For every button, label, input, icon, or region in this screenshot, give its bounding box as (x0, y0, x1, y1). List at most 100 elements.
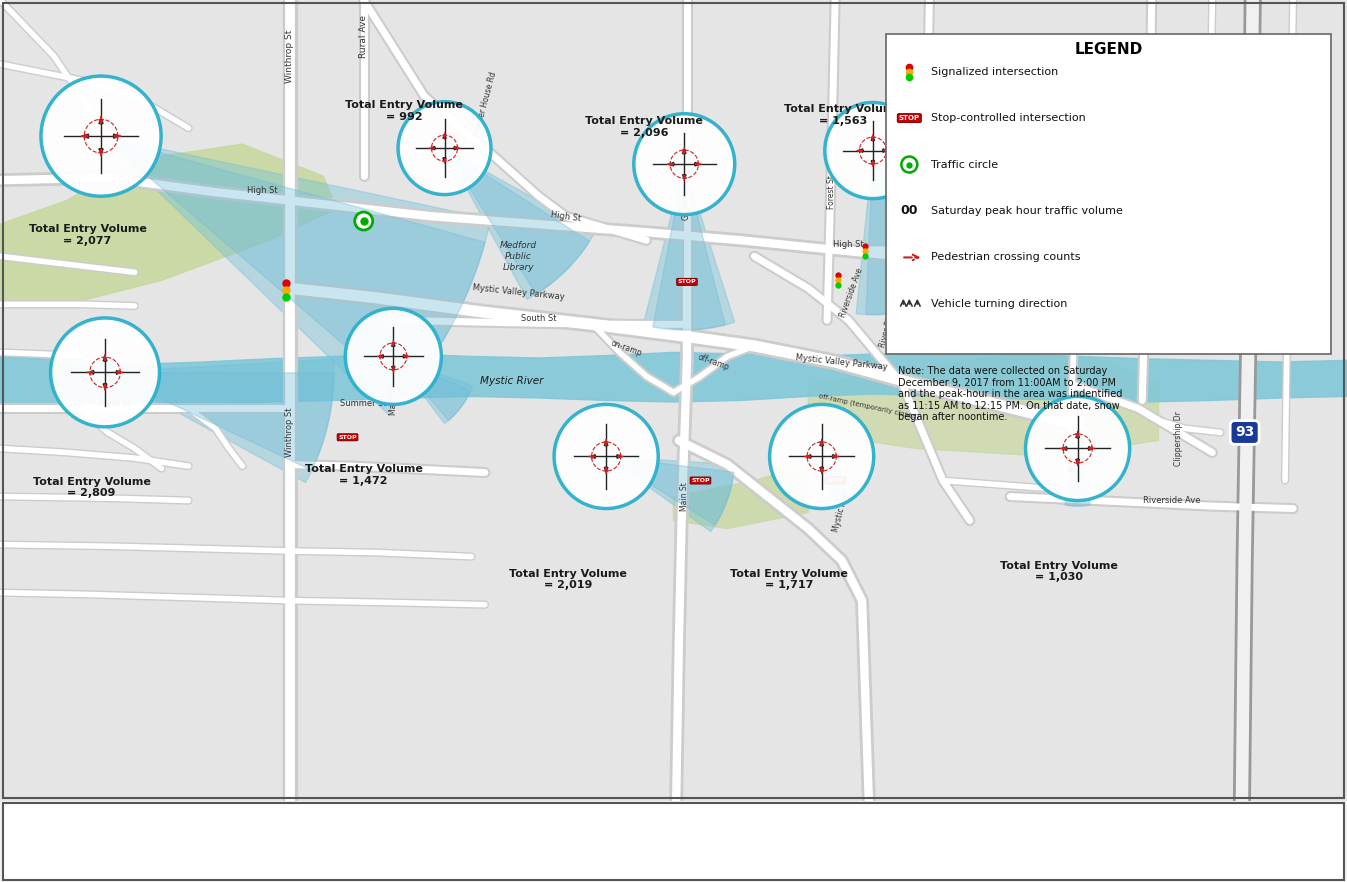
FancyArrow shape (1088, 446, 1095, 451)
Text: Exit 32: Exit 32 (1239, 300, 1266, 309)
Text: N: N (125, 803, 135, 816)
FancyArrow shape (859, 149, 863, 153)
FancyArrow shape (403, 355, 407, 358)
FancyArrow shape (116, 370, 123, 374)
Polygon shape (857, 151, 946, 315)
FancyArrow shape (820, 439, 823, 445)
FancyArrow shape (430, 146, 435, 150)
Polygon shape (606, 457, 734, 532)
Polygon shape (105, 359, 334, 482)
Text: Addressing Safety,: Addressing Safety, (1224, 813, 1329, 823)
Text: Total Entry Volume
= 1,030: Total Entry Volume = 1,030 (999, 561, 1118, 582)
Text: River St: River St (878, 317, 894, 348)
Text: REGION: REGION (18, 840, 78, 854)
Circle shape (40, 76, 162, 196)
Polygon shape (101, 136, 490, 414)
FancyArrow shape (403, 355, 409, 358)
Text: Subregional Priority Roadways: Subregional Priority Roadways (1158, 860, 1329, 870)
Text: STOP: STOP (338, 435, 357, 440)
FancyArrow shape (454, 146, 458, 150)
FancyArrow shape (116, 370, 121, 374)
Circle shape (824, 102, 921, 198)
Polygon shape (606, 457, 734, 525)
Polygon shape (0, 144, 337, 304)
Text: Mystic Ave: Mystic Ave (831, 491, 850, 534)
FancyArrow shape (820, 441, 823, 446)
FancyArrow shape (454, 146, 459, 150)
FancyArrow shape (820, 467, 823, 474)
Polygon shape (822, 457, 855, 504)
FancyArrow shape (377, 355, 384, 358)
Text: Medford
Public
Library: Medford Public Library (500, 241, 537, 272)
Text: Riverside Ave: Riverside Ave (838, 266, 865, 318)
FancyArrow shape (683, 150, 686, 154)
FancyArrow shape (104, 356, 106, 362)
Circle shape (1025, 396, 1130, 500)
Text: Total Entry Volume
= 1,563: Total Entry Volume = 1,563 (784, 104, 902, 126)
Text: Vehicle turning direction: Vehicle turning direction (931, 299, 1068, 309)
FancyArrow shape (443, 133, 446, 138)
Text: on-ramp: on-ramp (610, 339, 643, 358)
FancyArrow shape (380, 355, 384, 358)
FancyArrow shape (443, 158, 446, 161)
Text: Stop-controlled intersection: Stop-controlled intersection (931, 113, 1086, 123)
Text: off-ramp (temporarily closed): off-ramp (temporarily closed) (818, 393, 920, 421)
FancyArrow shape (683, 147, 686, 153)
Circle shape (345, 309, 442, 405)
FancyArrow shape (591, 454, 595, 459)
FancyArrow shape (668, 162, 674, 166)
FancyArrow shape (104, 384, 106, 388)
FancyArrow shape (113, 134, 121, 138)
FancyArrow shape (392, 366, 395, 370)
Text: STOP: STOP (678, 280, 696, 284)
FancyArrow shape (872, 161, 874, 165)
FancyArrow shape (683, 175, 686, 179)
FancyArrow shape (1060, 446, 1067, 451)
Text: Total Entry Volume
= 2,077: Total Entry Volume = 2,077 (28, 224, 147, 246)
Polygon shape (866, 151, 936, 315)
Polygon shape (653, 164, 725, 330)
Text: Pedestrian crossing counts: Pedestrian crossing counts (931, 252, 1080, 263)
Text: Summer St: Summer St (341, 400, 387, 408)
FancyArrow shape (872, 135, 874, 140)
Text: Riverside Ave: Riverside Ave (1144, 496, 1200, 505)
FancyArrow shape (98, 148, 104, 153)
Text: Powder House Rd: Powder House Rd (471, 71, 498, 138)
FancyArrow shape (605, 467, 607, 472)
FancyArrow shape (392, 342, 395, 347)
Text: Total Entry Volume
= 2,096: Total Entry Volume = 2,096 (585, 116, 703, 138)
Text: Winthrop St: Winthrop St (286, 407, 294, 457)
Text: Winthrop St: Winthrop St (286, 29, 294, 83)
Text: MPO: MPO (18, 861, 54, 875)
Circle shape (554, 405, 659, 509)
FancyArrow shape (113, 134, 119, 138)
Text: Traffic circle: Traffic circle (931, 160, 998, 169)
FancyArrow shape (1076, 459, 1079, 464)
Text: 2017 Saturday Peak Hour Traffic and Pedestrian Volumes at Major Intersections: 2017 Saturday Peak Hour Traffic and Pede… (373, 836, 974, 849)
FancyArrow shape (98, 119, 104, 124)
Text: High St: High St (834, 240, 863, 249)
Circle shape (354, 212, 373, 230)
Text: Total Entry Volume
= 2,809: Total Entry Volume = 2,809 (32, 476, 151, 498)
FancyArrow shape (1076, 433, 1079, 438)
Text: Oakland St: Oakland St (1144, 191, 1152, 234)
Text: Saturday peak hour traffic volume: Saturday peak hour traffic volume (931, 206, 1123, 216)
Polygon shape (674, 465, 808, 528)
Text: STOP: STOP (826, 478, 845, 483)
Text: 93: 93 (1235, 425, 1254, 439)
Text: Rural Ave: Rural Ave (360, 14, 368, 57)
FancyArrow shape (820, 467, 823, 472)
Polygon shape (0, 353, 1347, 410)
FancyArrow shape (683, 175, 686, 181)
Polygon shape (808, 353, 1158, 457)
FancyArrow shape (88, 370, 94, 374)
FancyArrow shape (872, 161, 874, 167)
Text: Medford Square Priority Roadways Improvement Study: Medford Square Priority Roadways Improve… (466, 860, 881, 873)
FancyArrow shape (1076, 431, 1079, 437)
FancyArrow shape (832, 454, 839, 459)
FancyArrow shape (1088, 446, 1092, 451)
Circle shape (901, 156, 917, 173)
Text: West St: West St (98, 400, 131, 408)
Polygon shape (393, 356, 470, 421)
FancyArrow shape (617, 454, 621, 459)
